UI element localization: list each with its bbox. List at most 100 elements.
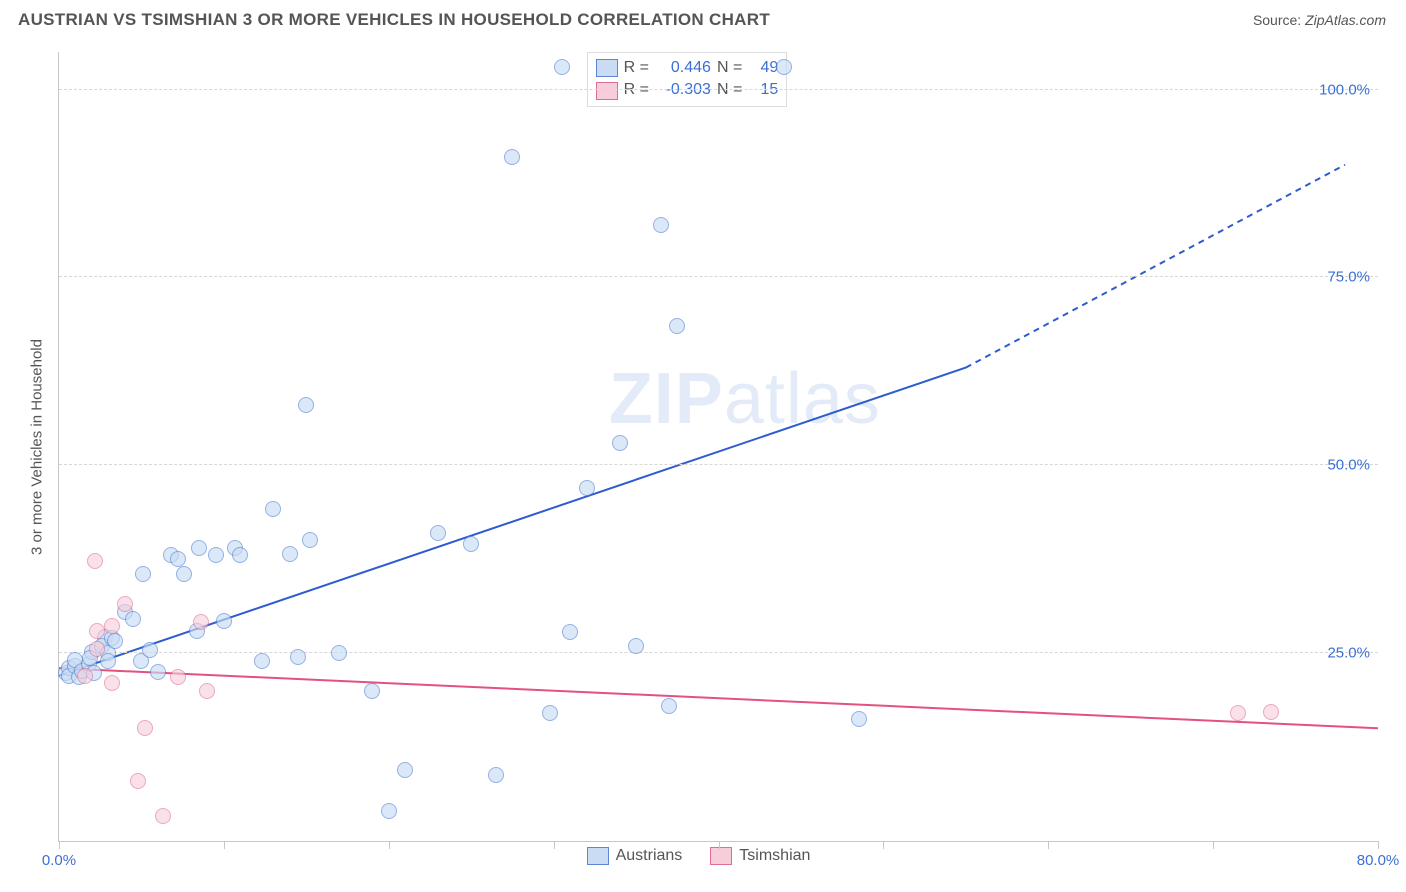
data-point: [142, 642, 158, 658]
data-point: [150, 664, 166, 680]
data-point: [87, 553, 103, 569]
y-tick-label: 75.0%: [1327, 269, 1370, 286]
x-tick: [389, 841, 390, 849]
data-point: [208, 547, 224, 563]
swatch-tsimshian: [596, 82, 618, 100]
data-point: [170, 669, 186, 685]
legend-swatch-austrians: [587, 847, 609, 865]
data-point: [170, 551, 186, 567]
data-point: [254, 653, 270, 669]
data-point: [331, 645, 347, 661]
x-label-max: 80.0%: [1357, 852, 1400, 869]
data-point: [130, 773, 146, 789]
data-point: [776, 59, 792, 75]
gridline: [59, 464, 1378, 465]
data-point: [265, 501, 281, 517]
stats-row-austrians: R = 0.446 N = 49: [596, 57, 779, 79]
n-value-austrians: 49: [748, 57, 778, 79]
watermark-zip: ZIP: [609, 359, 724, 439]
data-point: [89, 641, 105, 657]
n-label-2: N =: [717, 79, 742, 101]
r-value-austrians: 0.446: [655, 57, 711, 79]
r-value-tsimshian: -0.303: [655, 79, 711, 101]
gridline: [59, 276, 1378, 277]
legend: Austrians Tsimshian: [587, 847, 811, 865]
watermark-atlas: atlas: [724, 359, 881, 439]
data-point: [612, 435, 628, 451]
data-point: [661, 698, 677, 714]
x-tick: [224, 841, 225, 849]
data-point: [155, 808, 171, 824]
x-tick: [59, 841, 60, 849]
x-tick: [1378, 841, 1379, 849]
data-point: [430, 525, 446, 541]
x-tick: [719, 841, 720, 849]
data-point: [104, 618, 120, 634]
y-tick-label: 100.0%: [1319, 81, 1370, 98]
plot-region: 3 or more Vehicles in Household ZIPatlas…: [58, 52, 1378, 842]
gridline: [59, 89, 1378, 90]
data-point: [216, 613, 232, 629]
watermark: ZIPatlas: [609, 358, 881, 440]
legend-label-austrians: Austrians: [616, 847, 683, 865]
data-point: [193, 614, 209, 630]
y-axis-title: 3 or more Vehicles in Household: [29, 339, 46, 555]
legend-swatch-tsimshian: [710, 847, 732, 865]
x-tick: [554, 841, 555, 849]
data-point: [89, 623, 105, 639]
r-label-2: R =: [624, 79, 649, 101]
data-point: [176, 566, 192, 582]
legend-label-tsimshian: Tsimshian: [739, 847, 810, 865]
swatch-austrians: [596, 59, 618, 77]
data-point: [104, 675, 120, 691]
data-point: [107, 633, 123, 649]
data-point: [851, 711, 867, 727]
y-tick-label: 25.0%: [1327, 645, 1370, 662]
data-point: [290, 649, 306, 665]
legend-item-tsimshian: Tsimshian: [710, 847, 810, 865]
data-point: [653, 217, 669, 233]
data-point: [579, 480, 595, 496]
trend-lines-svg: [59, 52, 1378, 841]
data-point: [117, 596, 133, 612]
data-point: [125, 611, 141, 627]
data-point: [302, 532, 318, 548]
data-point: [669, 318, 685, 334]
data-point: [397, 762, 413, 778]
x-tick: [883, 841, 884, 849]
data-point: [562, 624, 578, 640]
data-point: [199, 683, 215, 699]
x-tick: [1213, 841, 1214, 849]
data-point: [1263, 704, 1279, 720]
data-point: [232, 547, 248, 563]
data-point: [282, 546, 298, 562]
data-point: [542, 705, 558, 721]
y-tick-label: 50.0%: [1327, 457, 1370, 474]
data-point: [554, 59, 570, 75]
chart-area: 3 or more Vehicles in Household ZIPatlas…: [18, 42, 1388, 874]
data-point: [100, 653, 116, 669]
source-attribution: Source: ZipAtlas.com: [1253, 12, 1386, 28]
chart-header: AUSTRIAN VS TSIMSHIAN 3 OR MORE VEHICLES…: [0, 0, 1406, 35]
data-point: [628, 638, 644, 654]
legend-item-austrians: Austrians: [587, 847, 683, 865]
data-point: [137, 720, 153, 736]
data-point: [364, 683, 380, 699]
data-point: [504, 149, 520, 165]
data-point: [77, 668, 93, 684]
n-label: N =: [717, 57, 742, 79]
data-point: [298, 397, 314, 413]
data-point: [463, 536, 479, 552]
x-label-min: 0.0%: [42, 852, 76, 869]
data-point: [135, 566, 151, 582]
source-label: Source:: [1253, 12, 1305, 28]
chart-title: AUSTRIAN VS TSIMSHIAN 3 OR MORE VEHICLES…: [18, 10, 770, 30]
data-point: [1230, 705, 1246, 721]
r-label: R =: [624, 57, 649, 79]
x-tick: [1048, 841, 1049, 849]
n-value-tsimshian: 15: [748, 79, 778, 101]
data-point: [191, 540, 207, 556]
stats-row-tsimshian: R = -0.303 N = 15: [596, 79, 779, 101]
data-point: [488, 767, 504, 783]
correlation-stats-box: R = 0.446 N = 49 R = -0.303 N = 15: [587, 52, 788, 107]
